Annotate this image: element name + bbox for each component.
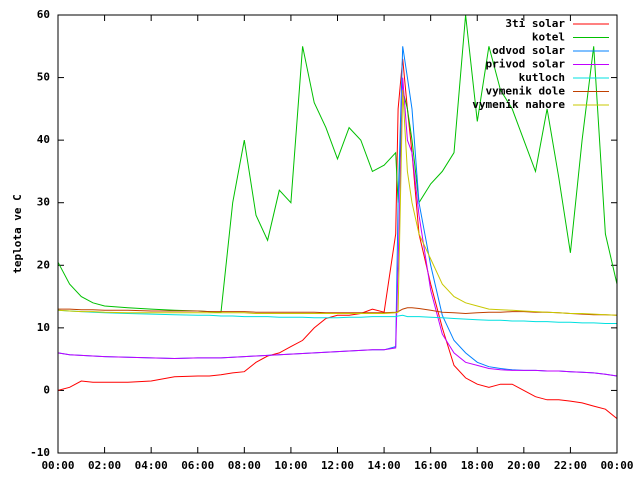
x-tick-label: 14:00 [368,459,401,472]
y-axis-label: teplota ve C [11,194,24,273]
x-tick-label: 06:00 [181,459,214,472]
legend-label: privod solar [486,58,566,71]
plot-border [57,14,618,454]
y-tick-label: 10 [37,321,50,334]
series-line [57,90,618,316]
y-tick-label: 50 [37,71,50,84]
series-line [57,309,617,324]
x-tick-label: 22:00 [554,459,587,472]
series-line [58,307,618,316]
legend-label: vymenik nahore [472,98,565,111]
y-tick-label: 40 [37,133,50,146]
legend-label: odvod solar [492,44,565,57]
x-tick-label: 16:00 [414,459,447,472]
x-tick-label: 20:00 [507,459,540,472]
legend-label: kutloch [519,71,565,84]
series-line [57,77,618,377]
y-tick-label: 30 [37,196,50,209]
x-tick-label: 00:00 [600,459,633,472]
series-line [57,58,618,419]
x-tick-label: 04:00 [135,459,168,472]
y-tick-label: 0 [43,383,50,396]
x-tick-label: 02:00 [88,459,121,472]
legend-label: kotel [532,31,565,44]
y-tick-label: -10 [30,446,50,459]
x-tick-label: 08:00 [228,459,261,472]
x-tick-label: 10:00 [274,459,307,472]
legend-label: 3ti solar [505,17,565,30]
x-tick-label: 12:00 [321,459,354,472]
legend-label: vymenik dole [486,85,566,98]
x-tick-label: 18:00 [461,459,494,472]
y-tick-label: 60 [37,8,50,21]
y-tick-label: 20 [37,258,50,271]
x-tick-label: 00:00 [41,459,74,472]
